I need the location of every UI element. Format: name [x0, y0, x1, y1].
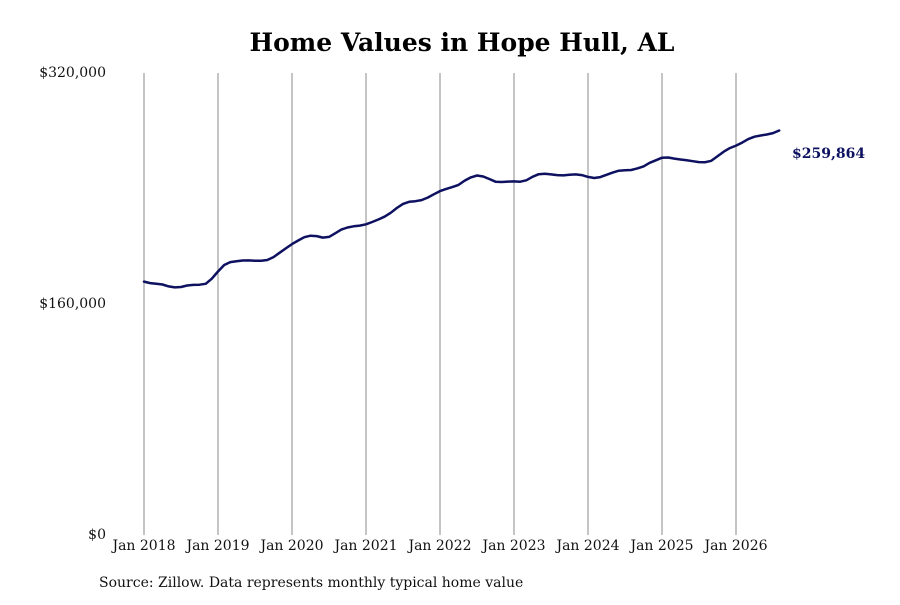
x-tick-label: Jan 2022	[406, 538, 471, 554]
grid-lines	[143, 73, 737, 535]
x-tick-label: Jan 2018	[110, 538, 175, 554]
x-tick-label: Jan 2025	[628, 538, 693, 554]
x-tick-label: Jan 2026	[702, 538, 767, 554]
x-tick-label: Jan 2019	[184, 538, 249, 554]
y-tick-label: $0	[88, 527, 106, 543]
x-tick-label: Jan 2021	[332, 538, 397, 554]
x-axis-ticks: Jan 2018 Jan 2019 Jan 2020 Jan 2021 Jan 2022…	[110, 538, 767, 554]
x-tick-label: Jan 2023	[480, 538, 545, 554]
y-axis-ticks: $0 $160,000 $320,000	[39, 65, 106, 543]
x-tick-label: Jan 2024	[554, 538, 619, 554]
x-tick-label: Jan 2020	[258, 538, 323, 554]
source-note: Source: Zillow. Data represents monthly …	[99, 575, 523, 591]
chart-title: Home Values in Hope Hull, AL	[250, 28, 675, 57]
y-tick-label: $320,000	[39, 65, 106, 81]
home-value-line	[142, 129, 781, 289]
y-tick-label: $160,000	[39, 296, 106, 312]
latest-value-label: $259,864	[792, 146, 865, 162]
